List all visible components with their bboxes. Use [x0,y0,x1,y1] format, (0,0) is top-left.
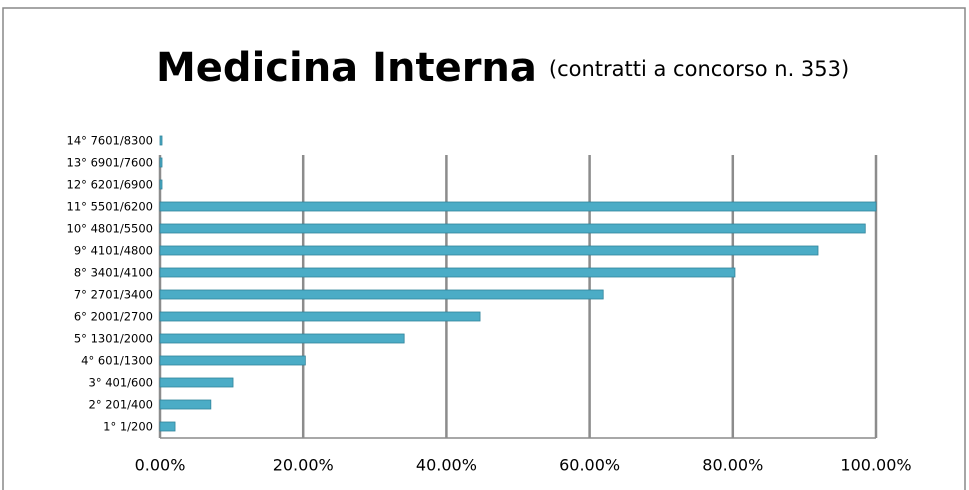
y-tick-label: 5° 1301/2000 [74,332,153,346]
y-tick-label: 8° 3401/4100 [74,266,153,280]
y-tick-label: 14° 7601/8300 [67,134,153,148]
y-tick-label: 7° 2701/3400 [74,288,153,302]
bar [159,355,306,366]
y-tick-label: 11° 5501/6200 [67,200,153,214]
y-tick-label: 2° 201/400 [89,398,154,412]
x-tick-label: 100.00% [840,456,911,475]
bar [159,311,481,322]
bar [159,377,234,388]
y-tick-label: 1° 1/200 [103,420,153,434]
x-tick-label: 40.00% [416,456,477,475]
y-tick-label: 12° 6201/6900 [67,178,153,192]
y-tick-label: 4° 601/1300 [81,354,153,368]
bar [159,399,212,410]
y-tick-label: 10° 4801/5500 [67,222,153,236]
bar [159,223,866,234]
chart-title: Medicina Interna [156,45,537,91]
x-tick-label: 0.00% [135,456,186,475]
x-tick-label: 60.00% [559,456,620,475]
y-tick-label: 9° 4101/4800 [74,244,153,258]
y-tick-label: 13° 6901/7600 [67,156,153,170]
bar [159,201,877,212]
bar [159,333,405,344]
bar [159,135,163,146]
bar [159,421,176,432]
bar [159,289,604,300]
bar [159,245,819,256]
y-tick-label: 3° 401/600 [89,376,154,390]
bar [159,157,163,168]
x-tick-label: 80.00% [702,456,763,475]
y-tick-label: 6° 2001/2700 [74,310,153,324]
x-tick-label: 20.00% [273,456,334,475]
chart-heading: Medicina Interna (contratti a concorso n.… [156,45,849,91]
bar [159,267,736,278]
bar [159,179,163,190]
chart-subtitle: (contratti a concorso n. 353) [549,57,849,81]
